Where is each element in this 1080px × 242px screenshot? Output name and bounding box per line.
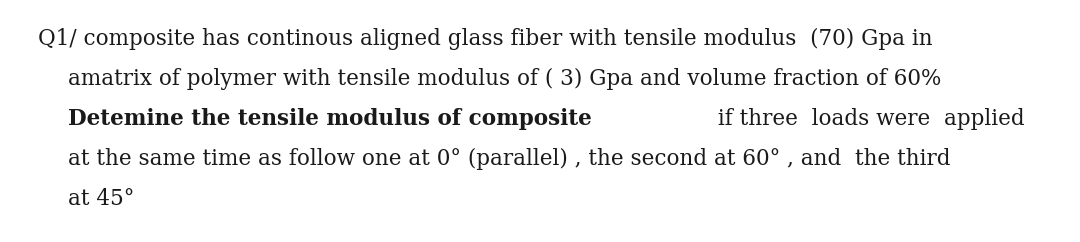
Text: Q1/ composite has continous aligned glass fiber with tensile modulus  (70) Gpa i: Q1/ composite has continous aligned glas… [38, 28, 933, 50]
Text: if three  loads were  applied: if three loads were applied [712, 108, 1025, 130]
Text: Detemine the tensile modulus of composite: Detemine the tensile modulus of composit… [68, 108, 592, 130]
Text: at the same time as follow one at 0° (parallel) , the second at 60° , and  the t: at the same time as follow one at 0° (pa… [68, 148, 950, 170]
Text: at 45°: at 45° [68, 188, 134, 210]
Text: amatrix of polymer with tensile modulus of ( 3) Gpa and volume fraction of 60%: amatrix of polymer with tensile modulus … [68, 68, 942, 90]
